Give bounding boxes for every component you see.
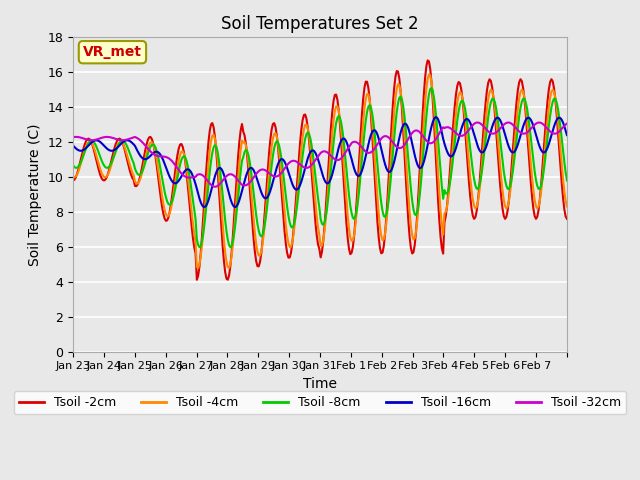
Tsoil -8cm [428,85,435,91]
Tsoil -32cm [422,138,430,144]
Tsoil -8cm [562,169,570,175]
Tsoil -4cm [324,182,332,188]
Tsoil -32cm [86,137,93,143]
Tsoil -16cm [562,128,570,133]
Tsoil -2cm [563,216,571,222]
Tsoil -4cm [69,174,77,180]
Tsoil -32cm [69,134,77,140]
X-axis label: Time: Time [303,377,337,391]
Tsoil -4cm [86,139,93,144]
Tsoil -4cm [195,265,202,271]
Tsoil -16cm [102,144,109,150]
Tsoil -2cm [102,177,109,182]
Line: Tsoil -32cm: Tsoil -32cm [73,122,567,187]
Tsoil -16cm [431,114,439,120]
Line: Tsoil -8cm: Tsoil -8cm [73,88,567,247]
Tsoil -4cm [497,175,505,180]
Tsoil -16cm [563,132,571,138]
Tsoil -4cm [422,86,430,92]
Tsoil -8cm [227,244,234,250]
Tsoil -16cm [422,148,430,154]
Tsoil -16cm [497,120,505,125]
Tsoil -8cm [422,113,430,119]
Tsoil -8cm [497,146,505,152]
Tsoil -2cm [193,277,201,283]
Tsoil -16cm [201,204,209,210]
Tsoil -2cm [497,194,505,200]
Tsoil -4cm [425,72,433,77]
Tsoil -8cm [69,162,77,168]
Tsoil -2cm [422,63,430,69]
Tsoil -4cm [563,204,571,209]
Tsoil -4cm [102,174,109,180]
Tsoil -8cm [86,139,93,144]
Tsoil -2cm [562,214,570,219]
Tsoil -32cm [324,150,332,156]
Tsoil -16cm [69,143,77,148]
Tsoil -2cm [424,58,431,63]
Tsoil -8cm [102,164,109,170]
Line: Tsoil -2cm: Tsoil -2cm [73,60,567,280]
Tsoil -32cm [563,120,571,126]
Tsoil -32cm [211,184,219,190]
Tsoil -16cm [86,141,93,147]
Tsoil -32cm [474,120,482,125]
Tsoil -32cm [102,134,109,140]
Text: VR_met: VR_met [83,45,142,59]
Tsoil -8cm [563,178,571,183]
Tsoil -2cm [69,178,77,183]
Legend: Tsoil -2cm, Tsoil -4cm, Tsoil -8cm, Tsoil -16cm, Tsoil -32cm: Tsoil -2cm, Tsoil -4cm, Tsoil -8cm, Tsoi… [14,391,626,414]
Y-axis label: Soil Temperature (C): Soil Temperature (C) [28,123,42,266]
Tsoil -16cm [324,180,332,186]
Line: Tsoil -16cm: Tsoil -16cm [73,117,567,207]
Title: Soil Temperatures Set 2: Soil Temperatures Set 2 [221,15,419,33]
Tsoil -32cm [497,124,505,130]
Tsoil -2cm [86,136,93,142]
Line: Tsoil -4cm: Tsoil -4cm [73,74,567,268]
Tsoil -32cm [562,122,570,128]
Tsoil -4cm [562,198,570,204]
Tsoil -8cm [324,194,332,200]
Tsoil -2cm [324,164,332,169]
